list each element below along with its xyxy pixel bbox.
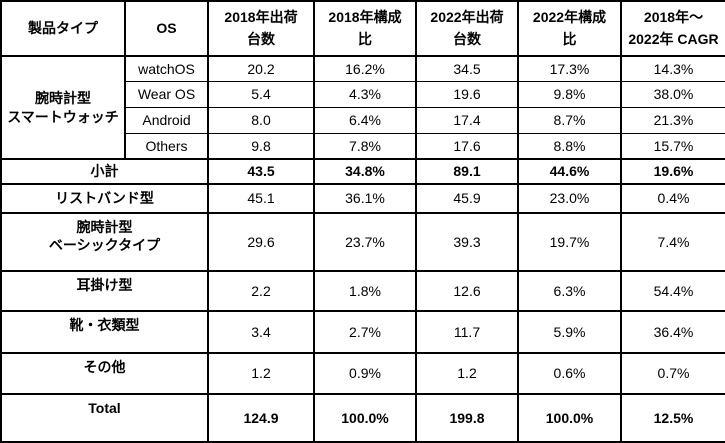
data-cell: 23.7% bbox=[313, 212, 417, 272]
data-cell: 34.8% bbox=[313, 158, 417, 185]
data-cell: 17.3% bbox=[517, 55, 622, 82]
row-label-shoes-clothing: 靴・衣類型 bbox=[0, 310, 209, 354]
table-row-wearos: Wear OS 5.4 4.3% 19.6 9.8% 38.0% bbox=[1, 80, 725, 108]
data-cell: 1.2 bbox=[415, 352, 519, 395]
data-cell: 100.0% bbox=[517, 393, 622, 443]
data-cell: 45.9 bbox=[415, 183, 519, 214]
data-cell: 5.9% bbox=[517, 310, 622, 354]
data-cell: 8.0 bbox=[207, 106, 315, 134]
data-cell: 43.5 bbox=[207, 158, 315, 185]
data-cell: 1.8% bbox=[313, 270, 417, 312]
data-cell: 0.6% bbox=[517, 352, 622, 395]
os-label-android: Android bbox=[124, 106, 209, 134]
table-row-other: その他 1.2 0.9% 1.2 0.6% 0.7% bbox=[0, 352, 725, 395]
col-header-2018-share: 2018年構成 比 bbox=[313, 0, 417, 57]
data-cell: 34.5 bbox=[415, 55, 519, 82]
data-cell: 39.3 bbox=[415, 212, 519, 272]
data-cell: 20.2 bbox=[207, 55, 315, 82]
table-row-ear-hook: 耳掛け型 2.2 1.8% 12.6 6.3% 54.4% bbox=[0, 270, 725, 312]
data-cell: 2.7% bbox=[313, 310, 417, 354]
data-cell: 15.7% bbox=[620, 132, 725, 160]
data-cell: 4.3% bbox=[313, 80, 417, 108]
data-cell: 2.2 bbox=[207, 270, 315, 312]
col-header-product-type: 製品タイプ bbox=[0, 0, 126, 57]
data-cell: 3.4 bbox=[207, 310, 315, 354]
table-row-total: Total 124.9 100.0% 199.8 100.0% 12.5% bbox=[0, 393, 725, 443]
data-cell: 7.4% bbox=[620, 212, 725, 272]
data-cell: 19.7% bbox=[517, 212, 622, 272]
row-label-subtotal: 小計 bbox=[0, 158, 209, 185]
table-row-subtotal: 小計 43.5 34.8% 89.1 44.6% 19.6% bbox=[0, 158, 725, 185]
data-cell: 19.6% bbox=[620, 158, 725, 185]
row-label-ear-hook: 耳掛け型 bbox=[0, 270, 209, 312]
data-cell: 6.3% bbox=[517, 270, 622, 312]
row-label-wristband: リストバンド型 bbox=[0, 183, 209, 214]
col-header-2018-shipments: 2018年出荷 台数 bbox=[207, 0, 315, 57]
data-cell: 44.6% bbox=[517, 158, 622, 185]
data-cell: 124.9 bbox=[207, 393, 315, 443]
table-row-others: Others 9.8 7.8% 17.6 8.8% 15.7% bbox=[1, 132, 725, 160]
col-header-2022-share: 2022年構成 比 bbox=[517, 0, 622, 57]
row-label-total: Total bbox=[0, 393, 209, 443]
data-cell: 5.4 bbox=[207, 80, 315, 108]
table-row-basic-watch: 腕時計型 ベーシックタイプ 29.6 23.7% 39.3 19.7% 7.4% bbox=[0, 212, 725, 272]
data-cell: 0.7% bbox=[620, 352, 725, 395]
data-cell: 17.6 bbox=[415, 132, 519, 160]
data-cell: 0.4% bbox=[620, 183, 725, 214]
data-cell: 8.7% bbox=[517, 106, 622, 134]
data-cell: 199.8 bbox=[415, 393, 519, 443]
os-label-wearos: Wear OS bbox=[124, 80, 209, 108]
data-cell: 7.8% bbox=[313, 132, 417, 160]
data-cell: 9.8% bbox=[517, 80, 622, 108]
data-cell: 54.4% bbox=[620, 270, 725, 312]
row-group-label-smartwatch: 腕時計型 スマートウォッチ bbox=[0, 55, 126, 160]
data-cell: 19.6 bbox=[415, 80, 519, 108]
data-cell: 45.1 bbox=[207, 183, 315, 214]
data-cell: 17.4 bbox=[415, 106, 519, 134]
header-row: 製品タイプ OS 2018年出荷 台数 2018年構成 比 2022年出荷 台数… bbox=[0, 0, 725, 57]
data-cell: 9.8 bbox=[207, 132, 315, 160]
col-header-os: OS bbox=[124, 0, 209, 57]
data-cell: 16.2% bbox=[313, 55, 417, 82]
data-cell: 1.2 bbox=[207, 352, 315, 395]
os-label-others: Others bbox=[124, 132, 209, 160]
data-cell: 29.6 bbox=[207, 212, 315, 272]
col-header-2022-shipments: 2022年出荷 台数 bbox=[415, 0, 519, 57]
data-cell: 100.0% bbox=[313, 393, 417, 443]
table-row-wristband: リストバンド型 45.1 36.1% 45.9 23.0% 0.4% bbox=[0, 183, 725, 214]
table-row-shoes-clothing: 靴・衣類型 3.4 2.7% 11.7 5.9% 36.4% bbox=[0, 310, 725, 354]
data-cell: 6.4% bbox=[313, 106, 417, 134]
data-cell: 36.1% bbox=[313, 183, 417, 214]
row-label-basic-watch: 腕時計型 ベーシックタイプ bbox=[0, 212, 209, 272]
data-cell: 0.9% bbox=[313, 352, 417, 395]
data-cell: 12.6 bbox=[415, 270, 519, 312]
data-cell: 21.3% bbox=[620, 106, 725, 134]
data-cell: 38.0% bbox=[620, 80, 725, 108]
data-cell: 14.3% bbox=[620, 55, 725, 82]
data-cell: 23.0% bbox=[517, 183, 622, 214]
os-label-watchos: watchOS bbox=[124, 55, 209, 82]
data-cell: 8.8% bbox=[517, 132, 622, 160]
data-cell: 89.1 bbox=[415, 158, 519, 185]
data-cell: 36.4% bbox=[620, 310, 725, 354]
row-label-other: その他 bbox=[0, 352, 209, 395]
table-row-watchos: 腕時計型 スマートウォッチ watchOS 20.2 16.2% 34.5 17… bbox=[0, 55, 725, 160]
data-cell: 11.7 bbox=[415, 310, 519, 354]
col-header-cagr: 2018年～ 2022年 CAGR bbox=[620, 0, 725, 57]
data-cell: 12.5% bbox=[620, 393, 725, 443]
